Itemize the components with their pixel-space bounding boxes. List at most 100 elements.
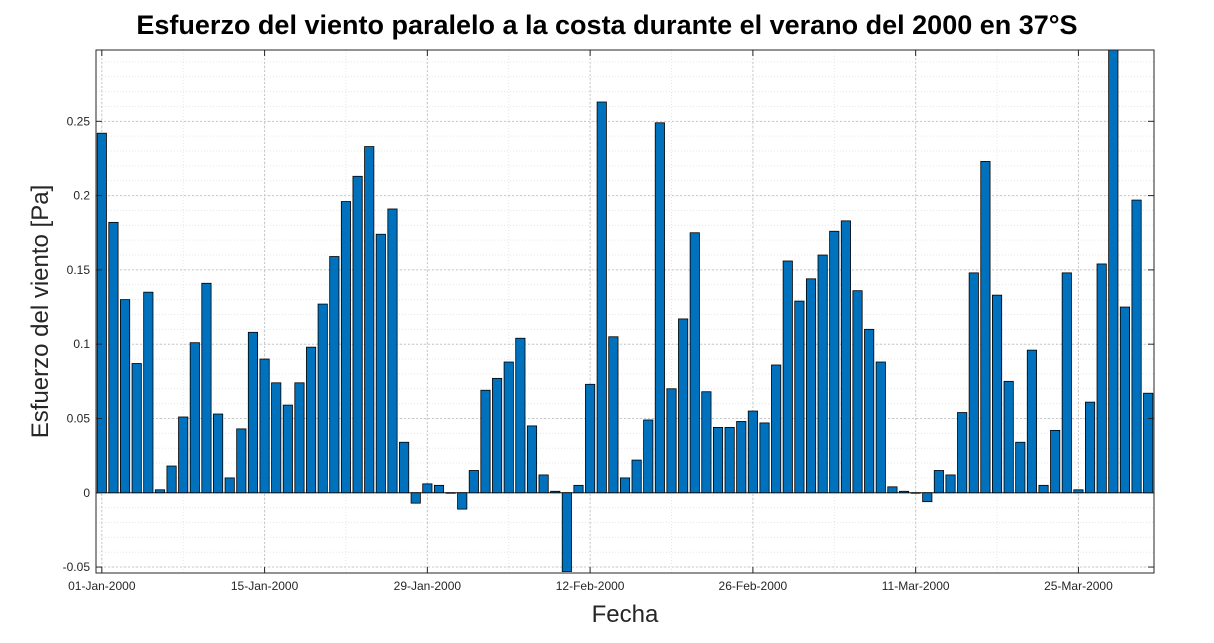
bar [224,477,235,494]
x-tick-label: 11-Mar-2000 [882,579,950,593]
bar [422,483,433,494]
y-tick-label: 0.2 [73,189,90,203]
bar [329,256,340,494]
bar [619,477,631,494]
bar [526,425,538,494]
bar [550,490,561,494]
bar [538,474,549,494]
bar [573,484,584,494]
bar [1073,489,1084,494]
bar [201,282,212,494]
bar [666,388,677,494]
bar [480,389,491,494]
bar [352,175,363,494]
bar [445,492,456,494]
plot-frame [95,49,1155,574]
x-axis-ticks: 01-Jan-2000 15-Jan-2000 29-Jan-2000 12-Feb-… [68,50,1113,593]
bar [503,361,514,494]
bar [643,419,654,494]
bar [968,272,979,494]
y-tick-label: 0.05 [67,411,91,425]
bar [178,416,189,494]
bar [933,470,944,494]
bar [154,489,165,494]
bar [910,492,921,494]
bar [1131,199,1142,494]
bar [317,303,328,494]
bar [1038,484,1049,494]
bar [247,331,259,494]
x-tick-label: 26-Feb-2000 [719,579,788,593]
bar [189,342,200,494]
y-tick-label: -0.05 [63,560,91,574]
bar [1003,380,1014,494]
bar [887,486,898,494]
y-tick-label: 0 [83,486,90,500]
bars [96,49,1154,572]
bar [689,232,700,494]
bar [712,426,724,494]
bar [759,422,770,494]
bar [852,290,863,494]
bar [864,328,875,494]
bar [922,492,933,503]
bar [433,484,445,494]
bar [631,459,642,494]
bar [108,221,119,494]
bar [829,230,840,494]
bar [166,465,177,494]
bar [1143,392,1154,494]
bar [306,346,317,494]
bar [654,122,665,494]
bar [375,233,386,494]
bar [678,318,689,494]
bar [492,377,503,494]
bar [259,358,270,494]
bar [1085,401,1096,494]
bar [561,492,572,572]
bar [898,490,910,494]
x-tick-label: 15-Jan-2000 [231,579,299,593]
bar [1050,429,1061,494]
y-tick-label: 0.15 [67,263,91,277]
bar [596,101,607,494]
x-axis-label: Fecha [592,601,659,628]
bar [736,421,747,494]
bar [399,441,410,494]
bar [294,382,305,494]
x-tick-label: 12-Feb-2000 [556,579,625,593]
bar [957,412,968,494]
bar [1108,49,1119,494]
bar [782,260,793,494]
bar [213,413,224,494]
bar [1026,349,1037,494]
bar [340,201,352,494]
bar [805,278,817,494]
bar [945,474,956,494]
bar [701,391,712,494]
chart-title: Esfuerzo del viento paralelo a la costa … [136,10,1078,40]
bar [875,361,886,494]
bar [387,208,398,494]
bar [282,404,293,494]
x-tick-label: 25-Mar-2000 [1044,579,1113,593]
bar [1061,272,1072,494]
bar [96,132,107,494]
bar [468,470,479,494]
bar [515,337,526,494]
x-tick-label: 29-Jan-2000 [394,579,462,593]
bar [131,363,142,494]
bar [457,492,468,510]
y-axis-ticks: -0.05 0 0.05 0.1 0.15 0.2 0.25 [63,114,1154,574]
bar [364,146,375,494]
y-axis-label: Esfuerzo del viento [Pa] [27,185,54,438]
bar [794,300,805,494]
y-tick-label: 0.1 [73,337,90,351]
bar [724,426,735,494]
bar [771,364,782,494]
bar [980,161,991,494]
bar [840,220,851,494]
bar [1015,441,1026,494]
bar [1119,306,1130,494]
